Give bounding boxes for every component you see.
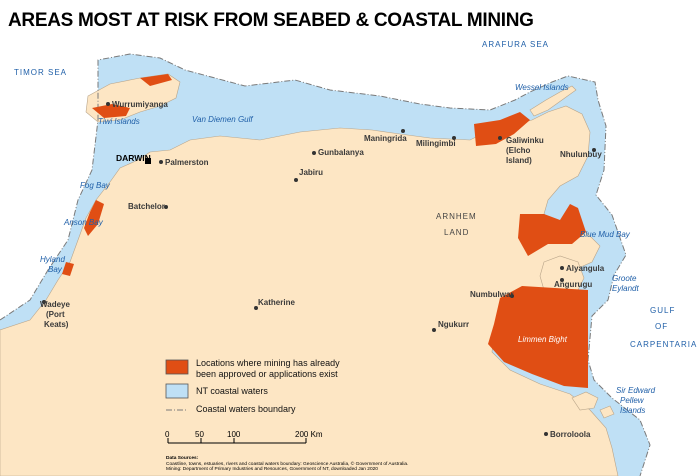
- legend-mining-line1: Locations where mining has already: [196, 358, 340, 368]
- palmerston-label: Palmerston: [165, 158, 209, 167]
- gulf-label-1: GULF: [650, 306, 676, 315]
- galiwinku-label-3: Island): [506, 156, 532, 165]
- gulf-label-2: OF: [655, 322, 669, 331]
- darwin-marker: [145, 158, 151, 164]
- van-diemen-gulf-label: Van Diemen Gulf: [192, 115, 253, 124]
- alyangula-marker: [560, 266, 564, 270]
- tiwi-islands-label: Tiwi Islands: [98, 117, 140, 126]
- milingimbi-label: Milingimbi: [416, 139, 456, 148]
- mining-area-tiwi-north: [140, 74, 172, 86]
- legend-mining-line2: been approved or applications exist: [196, 369, 338, 379]
- wessel-islands-label: Wessel Islands: [515, 83, 569, 92]
- mining-area-limmen-bight: [488, 286, 588, 388]
- numbulwar-label: Numbulwar: [470, 290, 514, 299]
- legend-coastal: NT coastal waters: [196, 386, 268, 396]
- wadeye-marker: [42, 300, 46, 304]
- scale-bar: [167, 438, 307, 444]
- timor-sea-label: TIMOR SEA: [14, 68, 68, 77]
- gunbalanya-marker: [312, 151, 316, 155]
- town-markers: [42, 102, 596, 436]
- arafura-sea-label: ARAFURA SEA: [482, 40, 550, 49]
- arnhem-land-label-2: LAND: [444, 228, 470, 237]
- sources-line2: Mining: Department of Primary Industries…: [166, 467, 378, 472]
- gunbalanya-label: Gunbalanya: [318, 148, 364, 157]
- legend-mining-swatch: [165, 359, 189, 375]
- borroloola-label: Borroloola: [550, 430, 591, 439]
- maningrida-marker: [401, 129, 405, 133]
- scale-tick-200: 200 Km: [295, 430, 323, 439]
- mining-area-galiwinku: [474, 112, 530, 146]
- legend-coastal-swatch: [165, 383, 189, 399]
- batchelor-marker: [164, 205, 168, 209]
- galiwinku-label-2: (Elcho: [506, 146, 531, 155]
- anson-bay-label: Anson Bay: [64, 218, 103, 227]
- batchelor-label: Batchelor: [128, 202, 165, 211]
- sir-edward-label-3: Islands: [620, 406, 646, 415]
- milingimbi-marker: [452, 136, 456, 140]
- wurrumiyanga-label: Wurrumiyanga: [112, 100, 168, 109]
- limmen-bight-label: Limmen Bight: [518, 335, 567, 344]
- numbulwar-marker: [510, 294, 514, 298]
- darwin-label: DARWIN: [116, 153, 151, 163]
- sources-heading: Data Sources:: [166, 456, 199, 461]
- maningrida-label: Maningrida: [364, 134, 407, 143]
- palmerston-marker: [159, 160, 163, 164]
- fog-bay-label: Fog Bay: [80, 181, 110, 190]
- land-sir-edward-pellew: [571, 391, 615, 419]
- hyland-bay-label-1: Hyland: [40, 255, 65, 264]
- ngukurr-marker: [432, 328, 436, 332]
- galiwinku-label-1: Galiwinku: [506, 136, 544, 145]
- katherine-label: Katherine: [258, 298, 295, 307]
- angurugu-marker: [560, 278, 564, 282]
- groote-eylandt-label-2: Eylandt: [612, 284, 639, 293]
- gulf-label-3: CARPENTARIA: [630, 340, 698, 349]
- arnhem-land-label-1: ARNHEM: [436, 212, 477, 221]
- coastal-waters-boundary: [0, 53, 651, 476]
- borroloola-marker: [544, 432, 548, 436]
- wurrumiyanga-marker: [106, 102, 110, 106]
- jabiru-label: Jabiru: [299, 168, 324, 177]
- mining-area-fog-bay: [84, 200, 104, 236]
- ngukurr-label: Ngukurr: [438, 320, 470, 329]
- scale-tick-50: 50: [195, 430, 204, 439]
- wadeye-label-3: Keats): [44, 320, 69, 329]
- sources-line1: Coastline, towns, estuaries, rivers and …: [166, 462, 409, 467]
- alyangula-label: Alyangula: [566, 264, 605, 273]
- nhulunbuy-label: Nhulunbuy: [560, 150, 602, 159]
- hyland-bay-label-2: Bay: [48, 265, 62, 274]
- scale-tick-100: 100: [227, 430, 241, 439]
- blue-mud-bay-label: Blue Mud Bay: [580, 230, 630, 239]
- legend-boundary: Coastal waters boundary: [196, 404, 296, 414]
- nhulunbuy-marker: [592, 148, 596, 152]
- angurugu-label: Angurugu: [554, 280, 593, 289]
- sir-edward-label-1: Sir Edward: [616, 386, 656, 395]
- scale-tick-0: 0: [165, 430, 170, 439]
- groote-eylandt-label-1: Groote: [612, 274, 637, 283]
- mining-area-blue-mud-bay: [518, 204, 586, 256]
- map-title: AREAS MOST AT RISK FROM SEABED & COASTAL…: [8, 10, 534, 31]
- wadeye-label-1: Wadeye: [40, 300, 70, 309]
- mining-area-anson: [62, 262, 74, 276]
- wadeye-label-2: (Port: [46, 310, 65, 319]
- mining-area-tiwi-south: [92, 104, 130, 118]
- galiwinku-marker: [498, 136, 502, 140]
- land-wessel-islands: [529, 85, 577, 117]
- jabiru-marker: [294, 178, 298, 182]
- katherine-marker: [254, 306, 258, 310]
- sir-edward-label-2: Pellew: [620, 396, 644, 405]
